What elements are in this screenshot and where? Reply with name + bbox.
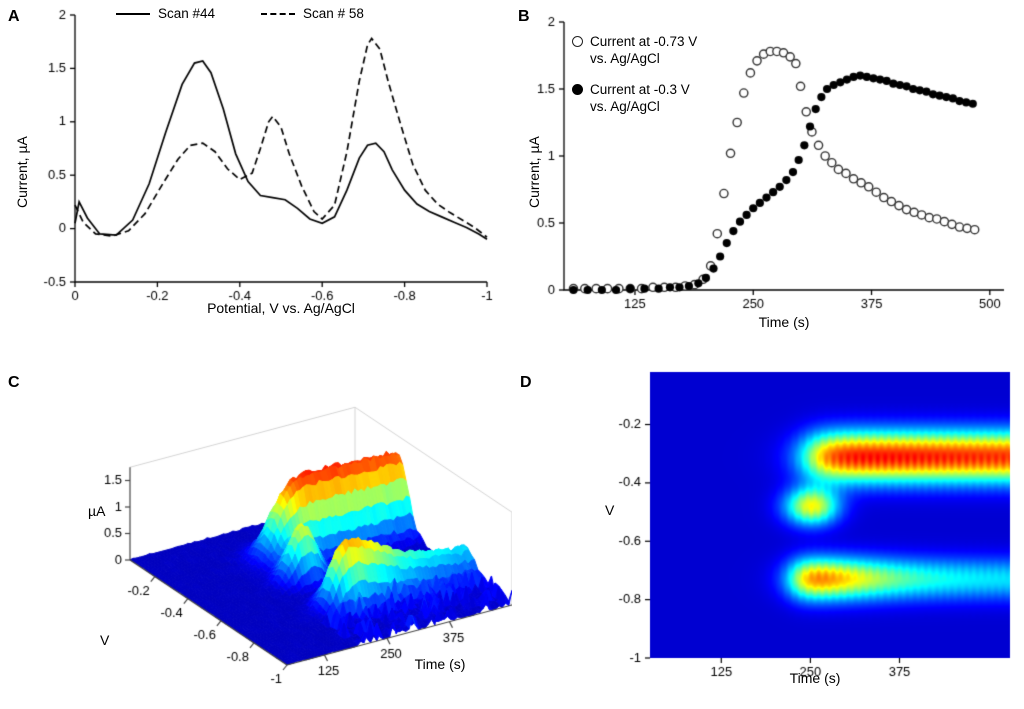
panel-b-chart-canvas (512, 0, 1024, 350)
panel-b: B Current at -0.73 V vs. Ag/AgCl Current… (512, 0, 1024, 350)
panel-c-surface-canvas (0, 350, 512, 709)
panel-b-xlabel: Time (s) (758, 314, 810, 330)
panel-a-legend: Scan #44 Scan # 58 (116, 6, 364, 21)
panel-a-xlabel: Potential, V vs. Ag/AgCl (207, 300, 355, 316)
panel-d-vlabel: V (605, 502, 615, 518)
legend-label-scan58: Scan # 58 (303, 6, 364, 21)
legend-item-scan58: Scan # 58 (261, 6, 364, 21)
legend-label-open: Current at -0.73 V vs. Ag/AgCl (590, 34, 698, 66)
legend-label-filled: Current at -0.3 V vs. Ag/AgCl (590, 81, 690, 114)
panel-a: A Scan #44 Scan # 58 Current, µA Potenti… (0, 0, 512, 350)
dashed-line-sample-icon (261, 12, 296, 15)
panel-a-chart-canvas (0, 0, 512, 350)
panel-c-letter: C (8, 374, 20, 391)
panel-b-ylabel: Current, µA (526, 136, 542, 208)
panel-d-letter: D (520, 374, 532, 391)
panel-d-timelabel: Time (s) (789, 670, 841, 686)
panel-b-letter: B (518, 8, 530, 25)
legend-label-scan44: Scan #44 (158, 6, 216, 21)
legend-item-open: Current at -0.73 V vs. Ag/AgCl (572, 34, 710, 68)
panel-c: C µA V Time (s) (0, 350, 512, 709)
legend-item-filled: Current at -0.3 V vs. Ag/AgCl (572, 82, 710, 116)
panel-a-ylabel: Current, µA (14, 136, 30, 208)
panel-c-zlabel: µA (88, 503, 106, 519)
panel-c-vlabel: V (100, 632, 110, 648)
legend-item-scan44: Scan #44 (116, 6, 215, 21)
panel-a-letter: A (8, 8, 20, 25)
open-circle-marker-icon (572, 36, 583, 47)
panel-d-heatmap-canvas (512, 350, 1024, 709)
panel-d: D V Time (s) (512, 350, 1024, 709)
filled-circle-marker-icon (572, 83, 583, 95)
panel-b-legend: Current at -0.73 V vs. Ag/AgCl Current a… (572, 34, 710, 116)
panel-c-timelabel: Time (s) (414, 656, 466, 672)
solid-line-sample-icon (116, 12, 150, 15)
